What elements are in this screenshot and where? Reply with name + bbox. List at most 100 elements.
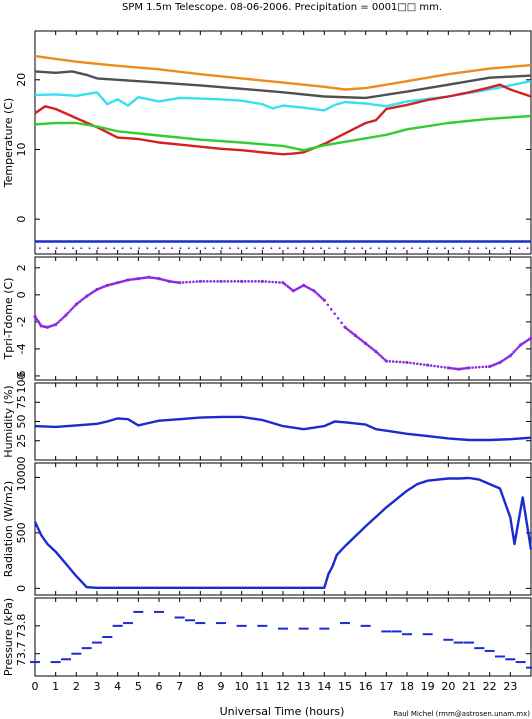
series-point: [379, 355, 383, 358]
y-tick-label: 1000: [15, 463, 28, 491]
series-point: [97, 247, 99, 250]
series-point: [412, 362, 416, 365]
series-point: [72, 247, 74, 250]
x-tick-label: 11: [255, 680, 269, 693]
series-point: [329, 307, 333, 311]
x-tick-label: 14: [317, 680, 331, 693]
series-line-2: [34, 70, 532, 100]
x-tick-label: 21: [462, 680, 476, 693]
y-tick-label: 0: [15, 585, 28, 592]
series-point: [198, 279, 202, 283]
series-point: [61, 316, 64, 320]
series-point: [515, 347, 519, 350]
series-point: [226, 280, 230, 283]
series-point: [56, 321, 59, 325]
series-point: [471, 366, 474, 369]
series-point: [493, 247, 496, 250]
series-point: [353, 247, 355, 250]
series-point: [278, 247, 281, 250]
series-point: [55, 247, 58, 250]
series-point: [39, 247, 41, 250]
x-tick-label: 13: [297, 680, 311, 693]
series-point: [443, 366, 447, 369]
series-point: [219, 279, 223, 283]
series-point: [102, 636, 113, 638]
series-point: [419, 362, 423, 366]
y-tick-label: -2: [15, 316, 28, 327]
series-point: [73, 304, 76, 308]
series-point: [260, 279, 264, 283]
series-point: [316, 292, 319, 296]
x-tick-label: 5: [135, 680, 142, 693]
series-point: [429, 364, 433, 367]
x-tick-label: 15: [338, 680, 352, 693]
series-point: [233, 280, 237, 283]
y-tick-label: 73.8: [15, 614, 28, 639]
series-point: [300, 284, 304, 288]
panel-frame: [34, 256, 532, 381]
series-point: [328, 247, 331, 250]
series-point: [138, 247, 140, 250]
series-point: [105, 247, 107, 250]
series-point: [340, 622, 350, 625]
x-tick-label: 17: [379, 680, 393, 693]
series-point: [409, 361, 412, 365]
series-point: [229, 247, 231, 250]
y-axis-label: Humidity (%): [2, 385, 15, 457]
series-point: [386, 247, 388, 250]
series-point: [405, 360, 409, 365]
series-line-1: [34, 54, 532, 91]
series-point: [250, 280, 254, 283]
y-axis-label: Temperature (C): [2, 98, 15, 188]
series-point: [518, 247, 521, 250]
series-point: [394, 247, 397, 250]
series-point: [133, 610, 144, 613]
series-point: [340, 321, 343, 325]
series-point: [278, 281, 281, 284]
series-line-1: [33, 476, 532, 589]
series-point: [50, 661, 61, 664]
series-point: [398, 360, 402, 364]
series-point: [221, 247, 223, 250]
x-tick-label: 23: [503, 680, 517, 693]
series-point: [196, 247, 198, 250]
y-tick-label: 0: [15, 216, 28, 223]
series-point: [188, 280, 192, 284]
y-axis-label: Pressure (kPa): [2, 598, 15, 676]
series-point: [174, 616, 185, 619]
series-point: [171, 247, 173, 250]
y-tick-label: 500: [15, 522, 28, 543]
series-point: [444, 247, 446, 250]
series-point: [245, 247, 248, 250]
series-point: [402, 247, 405, 250]
series-point: [443, 638, 454, 641]
series-point: [47, 247, 49, 250]
x-tick-label: 8: [197, 680, 204, 693]
series-point: [514, 348, 517, 352]
series-point: [465, 366, 469, 370]
series-point: [402, 633, 412, 636]
series-point: [362, 340, 366, 344]
series-point: [52, 323, 56, 327]
y-tick-label: 10: [15, 142, 28, 156]
series-point: [391, 630, 402, 633]
series-point: [254, 280, 257, 283]
series-point: [240, 279, 244, 283]
series-point: [68, 310, 71, 313]
series-point: [361, 247, 364, 250]
series-point: [212, 280, 216, 283]
series-point: [135, 277, 138, 281]
series-point: [113, 247, 116, 250]
x-tick-label: 7: [176, 680, 183, 693]
series-point: [336, 247, 339, 250]
series-point: [478, 365, 481, 369]
series-point: [166, 279, 169, 283]
series-point: [83, 296, 87, 299]
series-point: [185, 619, 195, 622]
x-tick-label: 20: [441, 680, 455, 693]
series-point: [436, 365, 440, 368]
series-point: [130, 247, 132, 250]
